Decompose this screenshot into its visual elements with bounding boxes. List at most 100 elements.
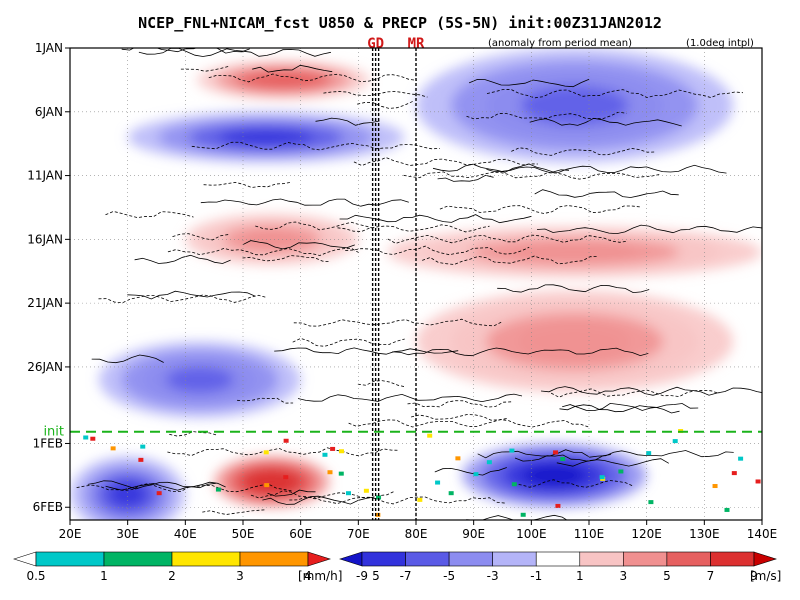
colorbar-label: -1: [530, 569, 542, 583]
contour-line: [262, 495, 375, 505]
contour-line: [550, 388, 720, 398]
contour-line: [76, 483, 293, 493]
contour-line: [514, 454, 612, 462]
colorbar-arrow-right: [307, 551, 331, 567]
colorbar-arrow-right: [753, 551, 777, 567]
colorbar-label: 7: [707, 569, 715, 583]
colorbar-label: 0.5: [26, 569, 45, 583]
marker-label-gd: GD: [367, 36, 384, 52]
colorbar-segment: [710, 551, 755, 567]
contour-line: [477, 449, 734, 459]
precip-dot: [363, 488, 369, 493]
precip-dot: [215, 487, 221, 492]
contour-line: [292, 337, 405, 347]
colorbar-label: -3: [487, 569, 499, 583]
precip-dot: [448, 491, 454, 496]
colorbar-segment: [666, 551, 711, 567]
colorbar-label: 2: [168, 569, 176, 583]
contour-line: [432, 163, 570, 173]
precip-dot: [375, 512, 381, 517]
colorbar-arrow-left: [13, 551, 37, 567]
colorbar-segment: [623, 551, 668, 567]
contour-line: [486, 88, 744, 99]
plot-area: GD MR init 20E 30E 40E 50E 60E 70E 80E 90E 100E 11…: [27, 36, 778, 541]
precip-dot: [263, 450, 269, 455]
contour-line: [434, 467, 507, 476]
contour-line: [98, 294, 267, 304]
contour-line: [91, 354, 164, 364]
contour-line: [556, 458, 669, 467]
y-tick-label: 11JAN: [27, 169, 63, 183]
anomaly-shading: [70, 48, 762, 520]
precip-dot: [599, 475, 605, 480]
precip-dot: [110, 446, 116, 451]
colorbar-segment: [239, 551, 309, 567]
colorbar-label: -5: [443, 569, 455, 583]
contour-line: [202, 509, 267, 515]
y-axis: 1JAN 6JAN 11JAN 16JAN 21JAN 26JAN 1FEB 6FEB: [27, 41, 70, 514]
x-tick-label: 140E: [747, 527, 778, 541]
x-tick-label: 80E: [405, 527, 428, 541]
colorbar-label: 3: [236, 569, 244, 583]
precip-dot: [283, 438, 289, 443]
colorbar-arrow-left: [339, 551, 363, 567]
precip-dot: [731, 471, 737, 476]
colorbar-segment: [579, 551, 624, 567]
x-tick-label: 50E: [232, 527, 255, 541]
precip-dot: [283, 475, 289, 480]
contour-line: [562, 402, 699, 412]
colorbar-unit: [mm/h]: [298, 569, 342, 583]
contour-line: [127, 290, 256, 300]
x-tick-label: 60E: [289, 527, 312, 541]
contour-line: [255, 221, 376, 231]
precip-dot: [322, 452, 328, 457]
subtitle-intpl: (1.0deg intpl): [686, 38, 754, 49]
anomaly-blob: [219, 128, 314, 146]
contour-line: [486, 164, 727, 174]
precip-dot: [712, 484, 718, 489]
colorbar-label: 1: [100, 569, 108, 583]
contour-line: [191, 141, 440, 151]
anomaly-blob: [165, 366, 235, 393]
colorbar-label: -7: [400, 569, 412, 583]
contour-line: [511, 147, 656, 156]
contour-lines: [76, 48, 762, 520]
contour-line: [297, 393, 523, 403]
contour-line: [422, 255, 599, 265]
colorbar-label: 5: [663, 569, 671, 583]
contour-line: [274, 347, 459, 355]
precip-dot: [83, 435, 89, 440]
precip-dot: [264, 483, 270, 488]
precip-dot: [330, 446, 336, 451]
precip-dot: [509, 448, 515, 453]
precip-dot: [138, 457, 144, 462]
precip-dot: [672, 439, 678, 444]
contour-line: [559, 404, 680, 414]
y-tick-label: 6FEB: [33, 500, 63, 514]
contour-line: [466, 111, 627, 120]
anomaly-blob: [252, 473, 292, 491]
precip-dot: [738, 456, 744, 461]
x-tick-label: 40E: [174, 527, 197, 541]
anomaly-blob: [253, 73, 313, 87]
x-axis: 20E 30E 40E 50E 60E 70E 80E 90E 100E 110E 120E 130E…: [59, 520, 778, 541]
contour-line: [134, 254, 231, 264]
contour-line: [353, 157, 538, 167]
x-tick-label: 130E: [689, 527, 720, 541]
contour-line: [497, 284, 650, 294]
colorbar-label: 1: [576, 569, 584, 583]
contour-line: [392, 347, 649, 357]
contour-line: [180, 65, 230, 72]
contour-line: [534, 189, 679, 198]
anomaly-blob: [510, 243, 639, 261]
precip-dot: [338, 471, 344, 476]
init-line: init: [43, 425, 762, 440]
contour-line: [250, 490, 396, 500]
contour-line: [105, 481, 226, 491]
precip-dot: [618, 469, 624, 474]
precip-dot: [435, 480, 441, 485]
precip-dot: [555, 503, 561, 508]
y-tick-label: 1JAN: [35, 41, 63, 55]
x-tick-label: 110E: [574, 527, 605, 541]
precip-dot: [553, 450, 559, 455]
